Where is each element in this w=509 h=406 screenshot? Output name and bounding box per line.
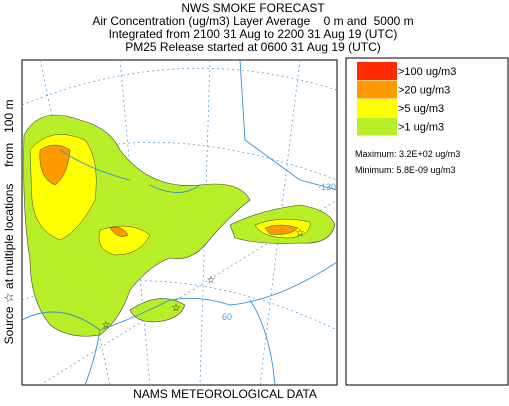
subtitle: PM25 Release started at 0600 31 Aug 19 (… (125, 40, 380, 54)
legend-label: >20 ug/m3 (398, 85, 450, 97)
maximum: Maximum: 3.2E+02 ug/m3 (355, 149, 460, 159)
coastline (22, 60, 337, 385)
source-marker: ☆ (296, 228, 305, 239)
legend-label: >5 ug/m3 (398, 103, 444, 115)
map: -130 60 ☆ ☆ ☆ ☆ (21, 59, 338, 386)
smoke-area (98, 225, 151, 256)
graticule-label: -130 (318, 182, 336, 192)
legend-swatch (357, 117, 397, 136)
smoke-area (109, 227, 129, 237)
graticule-labels: -130 60 (222, 182, 336, 322)
legend: >100 ug/m3 >20 ug/m3 >5 ug/m3 >1 ug/m3 (357, 62, 456, 136)
source-marker: ☆ (207, 275, 216, 286)
smoke-area (264, 224, 299, 235)
legend-label: >1 ug/m3 (398, 122, 444, 134)
legend-label: >100 ug/m3 (398, 66, 456, 78)
source-marker: ☆ (172, 303, 181, 314)
source-label: Source ☆ at multiple locations from 100 … (2, 100, 16, 345)
legend-swatch (357, 80, 397, 99)
graticule-label: 60 (222, 312, 232, 322)
subtitle: Air Concentration (ug/m3) Layer Average … (92, 14, 413, 28)
legend-swatch (357, 99, 397, 117)
subtitle: Integrated from 2100 31 Aug to 2200 31 A… (109, 27, 398, 41)
footer: NAMS METEOROLOGICAL DATA (133, 387, 317, 401)
smoke-area (39, 144, 71, 186)
smoke-area (129, 298, 186, 323)
legend-swatch (357, 62, 397, 80)
minimum: Minimum: 5.8E-09 ug/m3 (355, 165, 456, 175)
source-marker: ☆ (102, 320, 111, 331)
title: NWS SMOKE FORECAST (181, 1, 325, 15)
source-markers: ☆ ☆ ☆ ☆ (102, 228, 305, 331)
